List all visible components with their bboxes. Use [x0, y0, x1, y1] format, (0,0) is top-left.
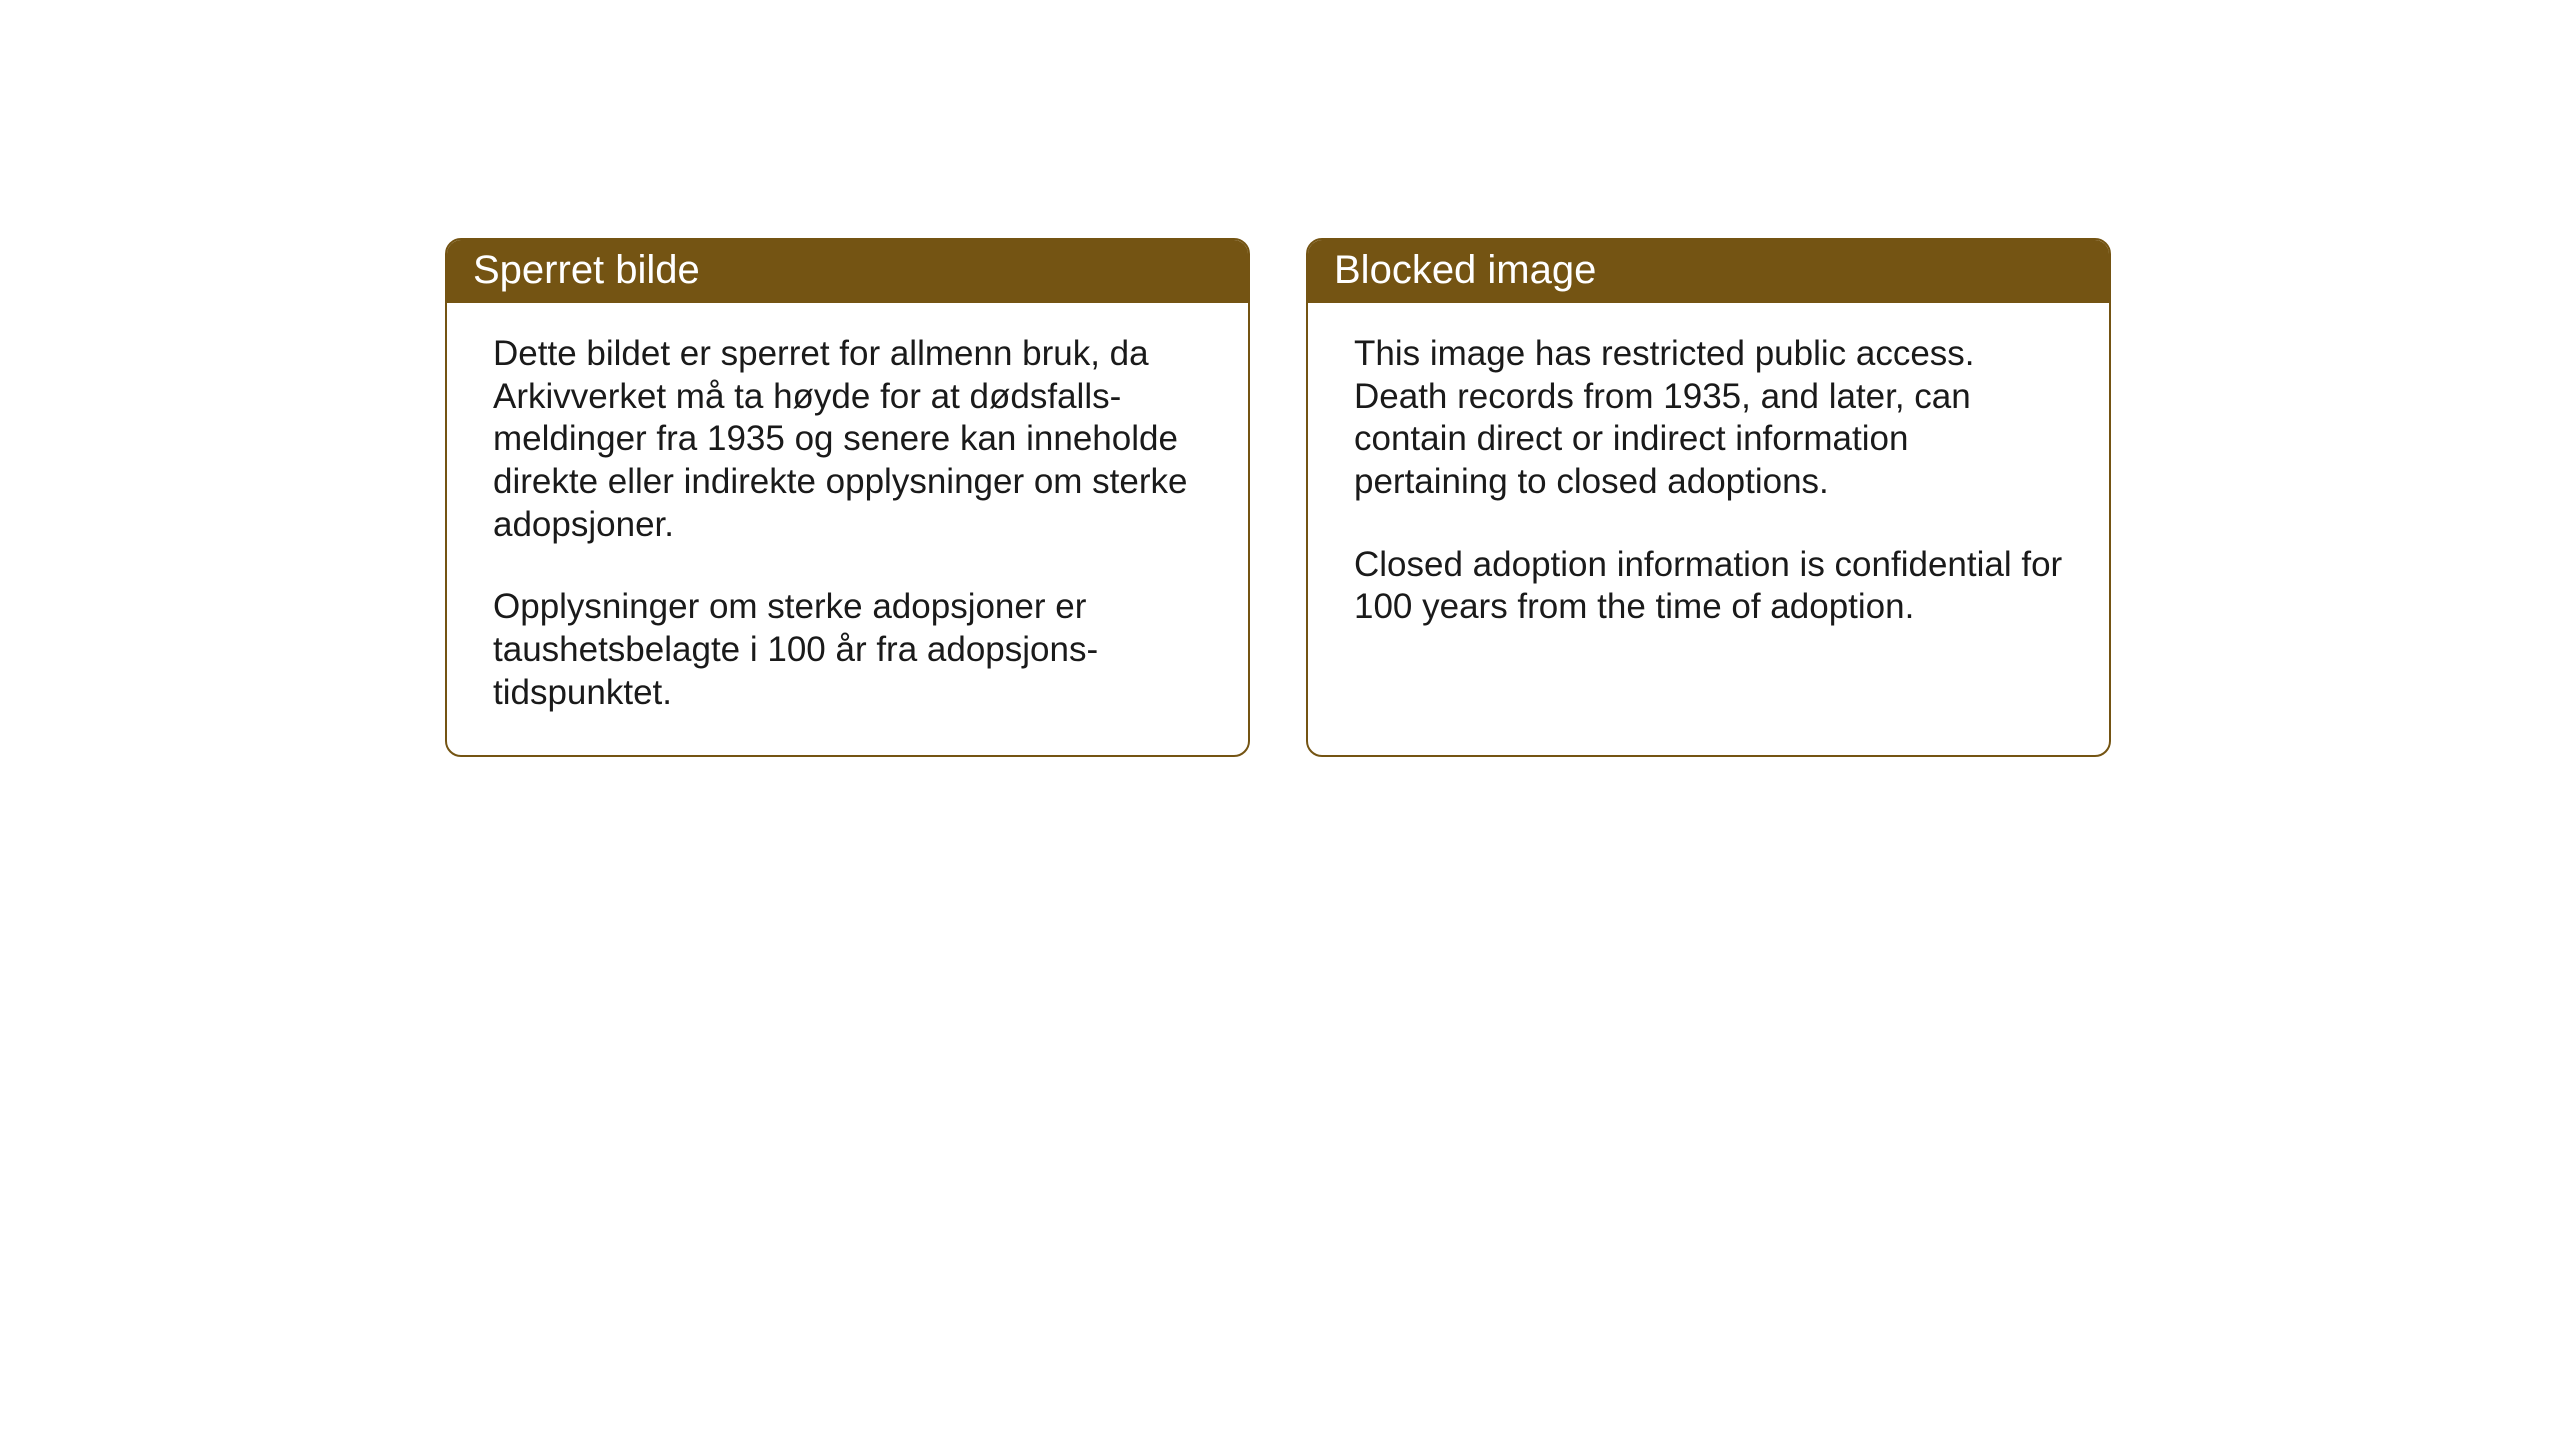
- notice-header-english: Blocked image: [1308, 240, 2109, 303]
- notice-body-norwegian: Dette bildet er sperret for allmenn bruk…: [447, 303, 1248, 755]
- notice-body-english: This image has restricted public access.…: [1308, 303, 2109, 669]
- notice-box-english: Blocked image This image has restricted …: [1306, 238, 2111, 757]
- notice-paragraph-2-english: Closed adoption information is confident…: [1354, 544, 2063, 629]
- notice-box-norwegian: Sperret bilde Dette bildet er sperret fo…: [445, 238, 1250, 757]
- notice-container: Sperret bilde Dette bildet er sperret fo…: [445, 238, 2111, 757]
- notice-title-norwegian: Sperret bilde: [473, 248, 700, 292]
- notice-header-norwegian: Sperret bilde: [447, 240, 1248, 303]
- notice-paragraph-2-norwegian: Opplysninger om sterke adopsjoner er tau…: [493, 586, 1202, 714]
- notice-paragraph-1-norwegian: Dette bildet er sperret for allmenn bruk…: [493, 333, 1202, 546]
- notice-title-english: Blocked image: [1334, 248, 1596, 292]
- notice-paragraph-1-english: This image has restricted public access.…: [1354, 333, 2063, 504]
